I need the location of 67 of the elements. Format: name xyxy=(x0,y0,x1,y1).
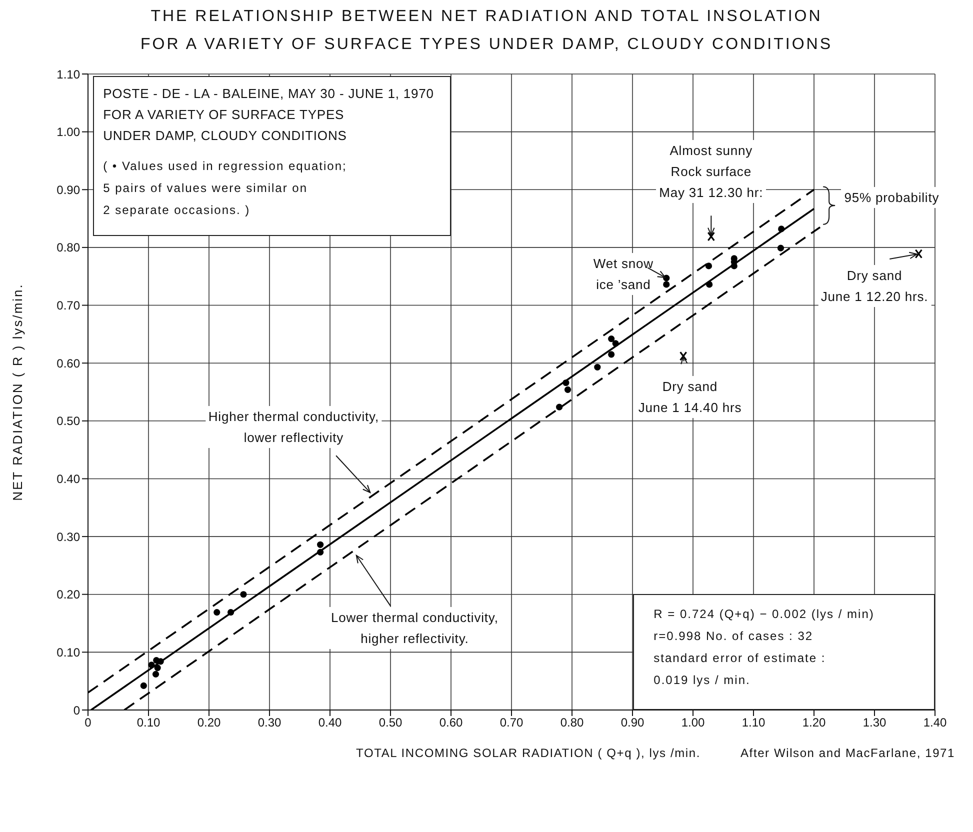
x-tick-label: 1.40 xyxy=(923,716,947,730)
point xyxy=(214,608,220,616)
point xyxy=(594,364,601,370)
x-tick-label: 1.30 xyxy=(862,716,886,730)
y-tick-label: 0.40 xyxy=(56,472,80,486)
x-tick-label: 0.20 xyxy=(197,716,221,730)
annotation: Higher thermal conductivity, lower reflectivity xyxy=(208,406,380,448)
annotation: Dry sand June 1 12.20 hrs. xyxy=(820,264,928,307)
annotation: R = 0.724 (Q+q) − 0.002 (lys / min) r=0.998 No. of cases : 32 standard error of estimate : 0.019 lys / min. xyxy=(654,603,874,692)
point xyxy=(680,351,688,361)
point xyxy=(778,226,785,232)
annotation: 95% probability xyxy=(844,186,940,208)
point xyxy=(317,548,324,556)
x-tick-label: 0.10 xyxy=(136,716,160,730)
x-axis-title: TOTAL INCOMING SOLAR RADIATION ( Q+q ), lys /min. xyxy=(356,746,700,760)
point xyxy=(707,232,715,242)
x-tick-label: 1.10 xyxy=(742,716,766,730)
y-tick-label: 0.80 xyxy=(56,240,80,255)
point xyxy=(240,591,247,598)
y-tick-label: 1.10 xyxy=(56,67,80,82)
y-tick-label: 0.20 xyxy=(56,588,80,602)
annotation: Dry sand June 1 14.40 hrs xyxy=(638,376,742,418)
annotation: POSTE - DE - LA - BALEINE, MAY 30 - JUNE 1, 1970 FOR A VARIETY OF SURFACE TYPES UNDER DAMP, CLOUDY CONDITIONS xyxy=(103,82,434,146)
x-tick-label: 0.80 xyxy=(560,716,584,730)
point xyxy=(612,340,619,347)
annotation: ( • Values used in regression equation; 5 pairs of values were similar on 2 separate occasions. ) xyxy=(103,154,347,221)
point xyxy=(730,262,738,270)
x-tick-label: 0.50 xyxy=(378,716,402,730)
x-tick-label: 1.00 xyxy=(681,716,705,730)
x-tick-label: 0.40 xyxy=(318,716,342,730)
y-tick-label: 0.30 xyxy=(56,530,80,544)
point xyxy=(140,682,147,690)
point xyxy=(705,262,712,270)
annotation: Lower thermal conductivity, higher reflectivity. xyxy=(331,607,498,650)
y-tick-label: 0.50 xyxy=(56,414,80,428)
y-tick-label: 0.60 xyxy=(56,356,80,370)
point xyxy=(914,249,922,259)
y-tick-label: 0 xyxy=(73,703,80,718)
point xyxy=(154,664,161,672)
point xyxy=(148,662,155,668)
point xyxy=(608,336,615,342)
x-tick-label: 0.70 xyxy=(500,716,524,730)
x-tick-label: 1.20 xyxy=(802,716,826,730)
x-tick-label: 0.90 xyxy=(620,716,644,730)
point xyxy=(777,244,784,252)
y-tick-label: 1.00 xyxy=(56,125,80,140)
point xyxy=(562,379,570,386)
point xyxy=(706,281,713,288)
annotation: Almost sunny Rock surface May 31 12.30 hr: xyxy=(659,140,764,204)
point xyxy=(564,386,572,393)
point xyxy=(556,404,563,410)
annotation: Wet snow ice ’sand xyxy=(593,253,654,296)
point xyxy=(152,670,160,678)
y-tick-label: 0.10 xyxy=(56,645,80,660)
point xyxy=(608,351,615,358)
y-tick-label: 0.70 xyxy=(56,298,80,313)
x-tick-label: 0.30 xyxy=(258,716,282,730)
y-axis-title: NET RADIATION ( R ) lys/min. xyxy=(10,283,25,501)
point xyxy=(663,281,670,288)
y-tick-label: 0.90 xyxy=(56,182,80,197)
text: After Wilson and MacFarlane, 1971 xyxy=(740,746,955,760)
x-tick-label: 0 xyxy=(84,716,92,730)
point xyxy=(317,541,324,548)
point xyxy=(227,608,234,616)
x-tick-label: 0.60 xyxy=(439,716,463,730)
chart-title: THE RELATIONSHIP BETWEEN NET RADIATION AND TOTAL INSOLATION xyxy=(150,8,824,26)
chart-subtitle: FOR A VARIETY OF SURFACE TYPES UNDER DAMP, CLOUDY CONDITIONS xyxy=(140,36,834,54)
